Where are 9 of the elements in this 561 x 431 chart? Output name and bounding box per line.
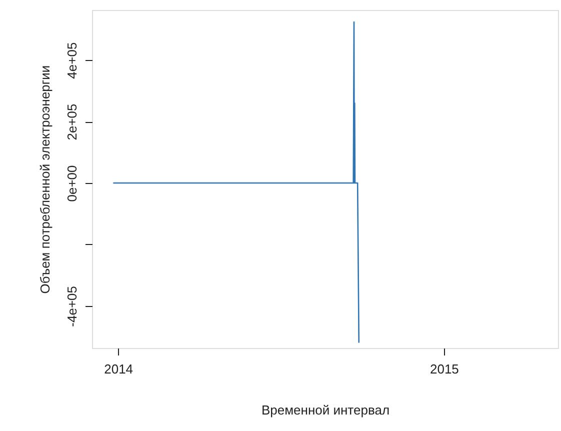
y-tick-label: 4e+05: [64, 42, 80, 79]
y-axis-title: Объем потребленной электроэнергии: [38, 65, 52, 294]
x-axis-title: Временной интервал: [261, 402, 390, 418]
x-tick-label: 2015: [430, 362, 459, 376]
y-tick-label: 2e+05: [64, 104, 80, 140]
x-tick-label: 2014: [104, 362, 134, 376]
line-series: [112, 21, 360, 344]
y-tick-label: -4e+05: [64, 286, 80, 327]
y-tick-label: 0e+00: [64, 165, 80, 202]
